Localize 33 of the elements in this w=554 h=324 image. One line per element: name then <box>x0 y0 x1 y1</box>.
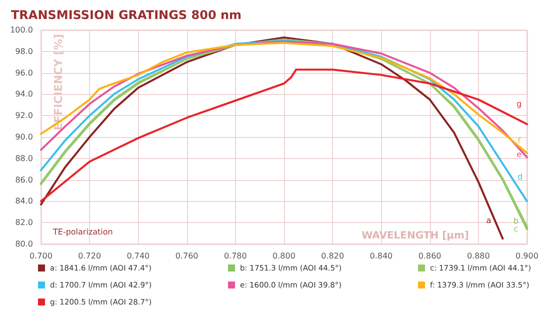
y-tick-label: 84.0 <box>15 196 33 206</box>
chart-title: TRANSMISSION GRATINGS 800 nm <box>11 8 242 22</box>
y-tick-label: 92.0 <box>15 111 33 120</box>
x-tick-label: 0.860 <box>418 252 442 260</box>
y-tick-label: 90.0 <box>15 132 33 142</box>
x-tick-label: 0.740 <box>126 252 150 260</box>
x-tick-label: 0.800 <box>272 252 296 260</box>
x-axis-title: WAVELENGTH [µm] <box>362 230 469 242</box>
annotation: e <box>516 150 522 159</box>
annotation: f <box>518 136 521 146</box>
x-tick-label: 0.840 <box>370 252 393 260</box>
y-tick-label: 96.0 <box>15 68 33 78</box>
y-tick-label: 86.0 <box>15 175 33 184</box>
x-tick-label: 0.900 <box>516 252 538 260</box>
x-tick-label: 0.700 <box>30 252 52 260</box>
annotation: a <box>486 216 492 226</box>
x-tick-label: 0.720 <box>78 252 102 260</box>
annotation: d <box>517 172 523 182</box>
y-tick-label: 80.0 <box>15 240 33 248</box>
annotation: b <box>513 216 519 226</box>
y-tick-label: 94.0 <box>15 90 33 99</box>
x-tick-label: 0.880 <box>466 252 490 260</box>
y-tick-label: 82.0 <box>15 218 33 228</box>
annotation: TE-polarization <box>52 228 113 236</box>
x-tick-label: 0.780 <box>224 252 247 260</box>
annotation: c <box>514 224 518 234</box>
y-tick-label: 100.0 <box>10 26 33 34</box>
x-tick-label: 0.760 <box>175 252 198 260</box>
y-tick-label: 88.0 <box>15 154 33 163</box>
y-tick-label: 98.0 <box>15 46 33 56</box>
y-axis-title: EFFICIENCY [%] <box>52 34 65 130</box>
x-tick-label: 0.820 <box>321 252 344 260</box>
annotation: g <box>516 100 522 109</box>
